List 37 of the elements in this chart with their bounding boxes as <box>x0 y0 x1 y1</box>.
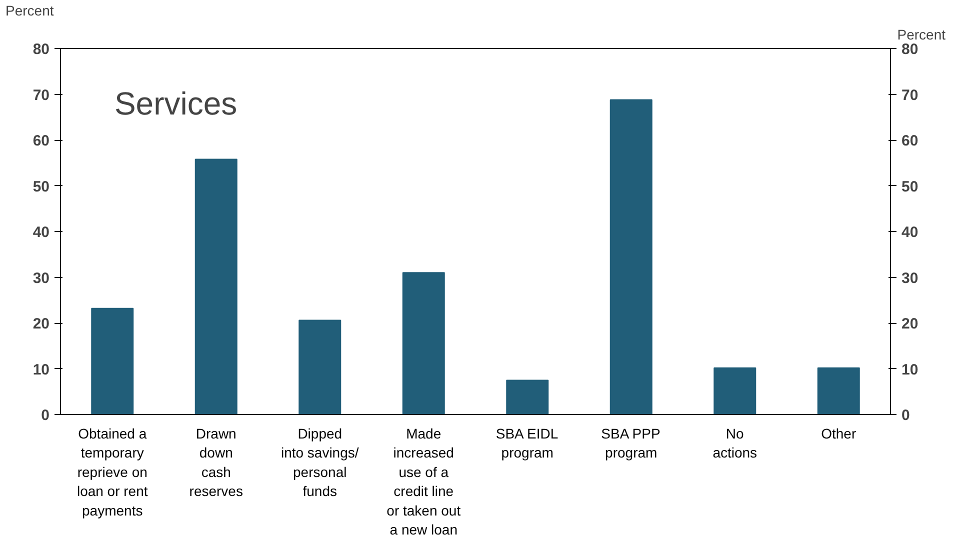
y2-tick-label: 10 <box>902 361 918 378</box>
y2-tick-label: 30 <box>902 270 918 287</box>
bar <box>817 367 860 414</box>
y2-axis-title: Percent <box>897 26 946 42</box>
x-tick-label: Other <box>821 426 856 442</box>
y-tick-label: 30 <box>32 270 50 287</box>
y2-tick-label: 80 <box>902 41 918 58</box>
bar <box>402 272 445 414</box>
y-tick-label: 50 <box>32 178 50 196</box>
y-tick-label: 20 <box>32 316 50 332</box>
y-axis-title: Percent <box>6 2 54 18</box>
bar <box>610 99 652 414</box>
y-tick-label: 40 <box>32 224 50 241</box>
bar <box>714 367 756 414</box>
y2-tick-label: 20 <box>902 316 918 332</box>
y-tick-label: 0 <box>41 407 50 424</box>
y-tick-label: 10 <box>32 361 50 378</box>
y-tick-label: 60 <box>32 132 50 150</box>
x-tick-label: Drawn down cash reserves <box>189 426 243 500</box>
x-tick-label: Dipped into savings/ personal funds <box>280 426 359 500</box>
x-tick-label: SBA EIDL program <box>496 426 558 461</box>
y-tick-label: 80 <box>32 41 50 58</box>
y2-tick-label: 60 <box>902 132 918 150</box>
bar <box>194 158 238 414</box>
x-tick-label: SBA PPP program <box>601 426 660 461</box>
annotation: Services <box>114 85 238 122</box>
x-tick-label: No actions <box>712 426 758 461</box>
x-tick-label: Obtained a temporary reprieve on loan or rent payments <box>76 426 148 518</box>
y2-tick-label: 50 <box>902 178 918 196</box>
y2-tick-label: 40 <box>902 224 918 241</box>
y-tick-label: 70 <box>32 86 50 104</box>
bar <box>298 320 342 414</box>
y2-tick-label: 0 <box>902 407 910 424</box>
x-tick-label: Made increased use of a credit line or taken out a new loan <box>386 426 461 538</box>
bar <box>91 308 134 414</box>
bar <box>506 380 549 414</box>
y2-tick-label: 70 <box>902 86 918 104</box>
